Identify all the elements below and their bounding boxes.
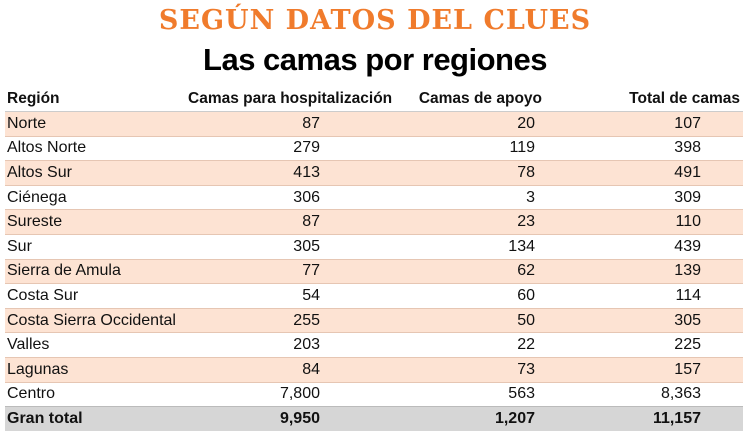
region-cell: Sureste	[5, 209, 188, 235]
hosp-cell: 413	[188, 160, 328, 186]
hosp-cell: 255	[188, 307, 328, 333]
table-row: Valles 203 22 225	[5, 332, 743, 358]
chart-title: Las camas por regiones	[203, 42, 547, 77]
table-row: Costa Sur 54 60 114	[5, 283, 743, 309]
apoyo-cell: 73	[328, 356, 545, 383]
col-header-apoyo: Camas de apoyo	[328, 87, 545, 112]
apoyo-cell: 22	[328, 332, 545, 358]
table-row: Altos Sur 413 78 491	[5, 160, 743, 186]
region-cell: Sur	[5, 233, 188, 260]
apoyo-cell: 20	[328, 111, 545, 137]
total-cell: 110	[545, 209, 743, 235]
region-cell: Costa Sierra Occidental	[5, 307, 188, 333]
total-cell: 309	[545, 184, 743, 210]
region-cell: Valles	[5, 332, 188, 358]
table-row: Sur 305 134 439	[5, 233, 743, 260]
total-cell: 491	[545, 160, 743, 186]
table-row: Lagunas 84 73 157	[5, 356, 743, 383]
col-header-hosp: Camas para hospitalización	[188, 87, 392, 112]
hosp-cell: 77	[188, 258, 328, 284]
hosp-cell: 84	[188, 356, 328, 383]
total-hosp-cell: 9,950	[188, 406, 328, 431]
apoyo-cell: 23	[328, 209, 545, 235]
region-cell: Norte	[5, 111, 188, 137]
total-cell: 398	[545, 135, 743, 161]
table-row: Norte 87 20 107	[5, 111, 743, 137]
total-cell: 107	[545, 111, 743, 137]
apoyo-cell: 78	[328, 160, 545, 186]
hosp-cell: 7,800	[188, 381, 328, 407]
region-cell: Altos Sur	[5, 160, 188, 186]
region-cell: Sierra de Amula	[5, 258, 188, 284]
apoyo-cell: 62	[328, 258, 545, 284]
total-cell: 139	[545, 258, 743, 284]
table-row: Sierra de Amula 77 62 139	[5, 258, 743, 284]
apoyo-cell: 60	[328, 283, 545, 309]
hosp-cell: 203	[188, 332, 328, 358]
total-cell: 305	[545, 307, 743, 333]
table-body: Norte 87 20 107 Altos Norte 279 119 398 Altos Su…	[5, 111, 743, 431]
table-row: Centro 7,800 563 8,363	[5, 381, 743, 407]
table-row: Sureste 87 23 110	[5, 209, 743, 235]
total-apoyo-cell: 1,207	[328, 406, 545, 431]
region-cell: Centro	[5, 381, 188, 407]
total-cell: 225	[545, 332, 743, 358]
total-total-cell: 11,157	[545, 406, 743, 431]
table-row: Costa Sierra Occidental 255 50 305	[5, 307, 743, 333]
apoyo-cell: 119	[328, 135, 545, 161]
hosp-cell: 54	[188, 283, 328, 309]
total-cell: 114	[545, 283, 743, 309]
total-row: Gran total 9,950 1,207 11,157	[5, 406, 743, 431]
region-cell: Altos Norte	[5, 135, 188, 161]
hosp-cell: 279	[188, 135, 328, 161]
beds-table: Región Camas para hospitalización Camas …	[5, 87, 743, 431]
total-cell: 8,363	[545, 381, 743, 407]
apoyo-cell: 134	[328, 233, 545, 260]
total-cell: 157	[545, 356, 743, 383]
col-header-region: Región	[5, 87, 188, 112]
hosp-cell: 305	[188, 233, 328, 260]
region-cell: Lagunas	[5, 356, 188, 383]
region-cell: Ciénega	[5, 184, 188, 210]
table-row: Altos Norte 279 119 398	[5, 135, 743, 161]
apoyo-cell: 3	[328, 184, 545, 210]
apoyo-cell: 50	[328, 307, 545, 333]
hosp-cell: 87	[188, 209, 328, 235]
table-row: Ciénega 306 3 309	[5, 184, 743, 210]
kicker-heading: SEGÚN DATOS DEL CLUES	[158, 5, 592, 36]
total-cell: 439	[545, 233, 743, 260]
apoyo-cell: 563	[328, 381, 545, 407]
col-header-total: Total de camas	[545, 87, 743, 112]
header-row: Región Camas para hospitalización Camas …	[5, 87, 743, 112]
hosp-cell: 306	[188, 184, 328, 210]
total-region-cell: Gran total	[5, 406, 188, 431]
hosp-cell: 87	[188, 111, 328, 137]
region-cell: Costa Sur	[5, 283, 188, 309]
